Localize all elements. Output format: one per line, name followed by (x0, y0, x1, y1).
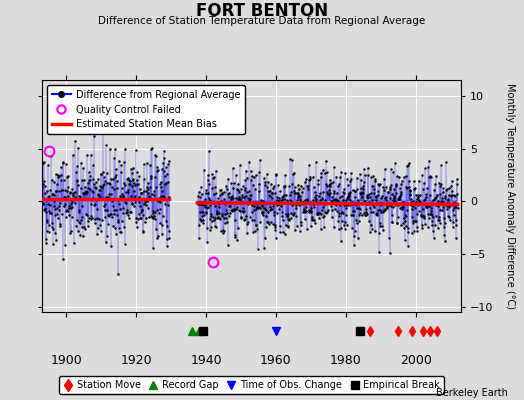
Text: 1900: 1900 (50, 354, 82, 366)
Text: 1960: 1960 (260, 354, 292, 366)
Text: 1980: 1980 (330, 354, 362, 366)
Legend: Station Move, Record Gap, Time of Obs. Change, Empirical Break: Station Move, Record Gap, Time of Obs. C… (59, 376, 444, 394)
Text: 1920: 1920 (121, 354, 152, 366)
Text: 1940: 1940 (190, 354, 222, 366)
Text: FORT BENTON: FORT BENTON (196, 2, 328, 20)
Y-axis label: Monthly Temperature Anomaly Difference (°C): Monthly Temperature Anomaly Difference (… (505, 83, 515, 309)
Text: Difference of Station Temperature Data from Regional Average: Difference of Station Temperature Data f… (99, 16, 425, 26)
Text: Berkeley Earth: Berkeley Earth (436, 388, 508, 398)
Legend: Difference from Regional Average, Quality Control Failed, Estimated Station Mean: Difference from Regional Average, Qualit… (47, 85, 245, 134)
Text: 2000: 2000 (400, 354, 432, 366)
